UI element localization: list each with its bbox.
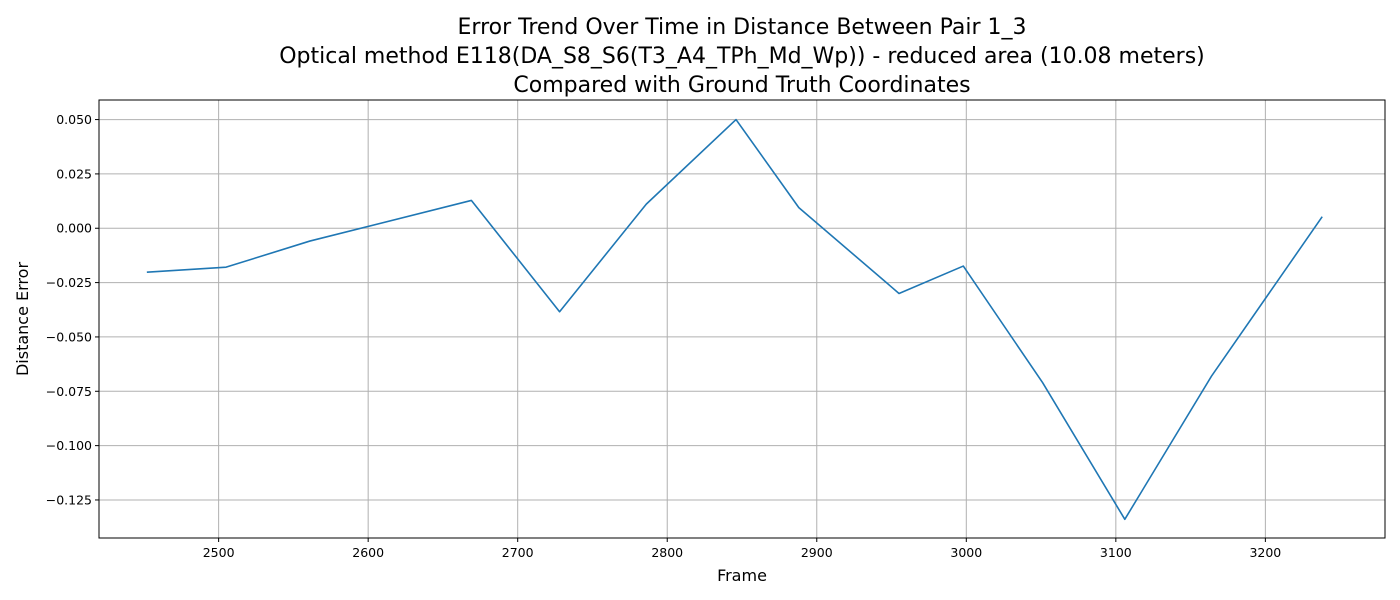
x-tick-label: 3000 <box>950 545 982 560</box>
series <box>146 118 1323 521</box>
x-tick-label: 2600 <box>352 545 384 560</box>
chart-title-line-3: Compared with Ground Truth Coordinates <box>513 73 970 98</box>
y-tick-label: 0.025 <box>56 166 92 181</box>
y-tick-label: −0.025 <box>46 275 92 290</box>
chart-title-line-1: Error Trend Over Time in Distance Betwee… <box>458 15 1027 40</box>
y-tick-label: 0.000 <box>56 221 92 236</box>
x-tick-label: 3200 <box>1249 545 1281 560</box>
plot-frame <box>98 99 1386 539</box>
x-axis-ticks: 2500 2600 2700 2800 2900 3000 3100 3200 <box>203 538 1281 560</box>
y-tick-label: −0.100 <box>46 438 92 453</box>
x-tick-label: 2900 <box>801 545 833 560</box>
y-axis-ticks: 0.050 0.025 0.000 −0.025 −0.050 −0.075 −0.100 −… <box>46 112 99 507</box>
chart-title: Error Trend Over Time in Distance Betwee… <box>279 15 1205 98</box>
x-tick-label: 2800 <box>651 545 683 560</box>
chart-title-line-2: Optical method E118(DA_S8_S6(T3_A4_TPh_M… <box>279 44 1205 69</box>
x-tick-label: 3100 <box>1100 545 1132 560</box>
x-axis-label: Frame <box>717 566 767 585</box>
grid <box>99 100 1385 538</box>
y-tick-label: −0.075 <box>46 384 92 399</box>
y-tick-label: 0.050 <box>56 112 92 127</box>
y-tick-label: −0.125 <box>46 492 92 507</box>
y-axis-label: Distance Error <box>13 262 32 376</box>
x-tick-label: 2700 <box>502 545 534 560</box>
y-tick-label: −0.050 <box>46 329 92 344</box>
x-tick-label: 2500 <box>203 545 235 560</box>
series-line <box>146 118 1323 521</box>
